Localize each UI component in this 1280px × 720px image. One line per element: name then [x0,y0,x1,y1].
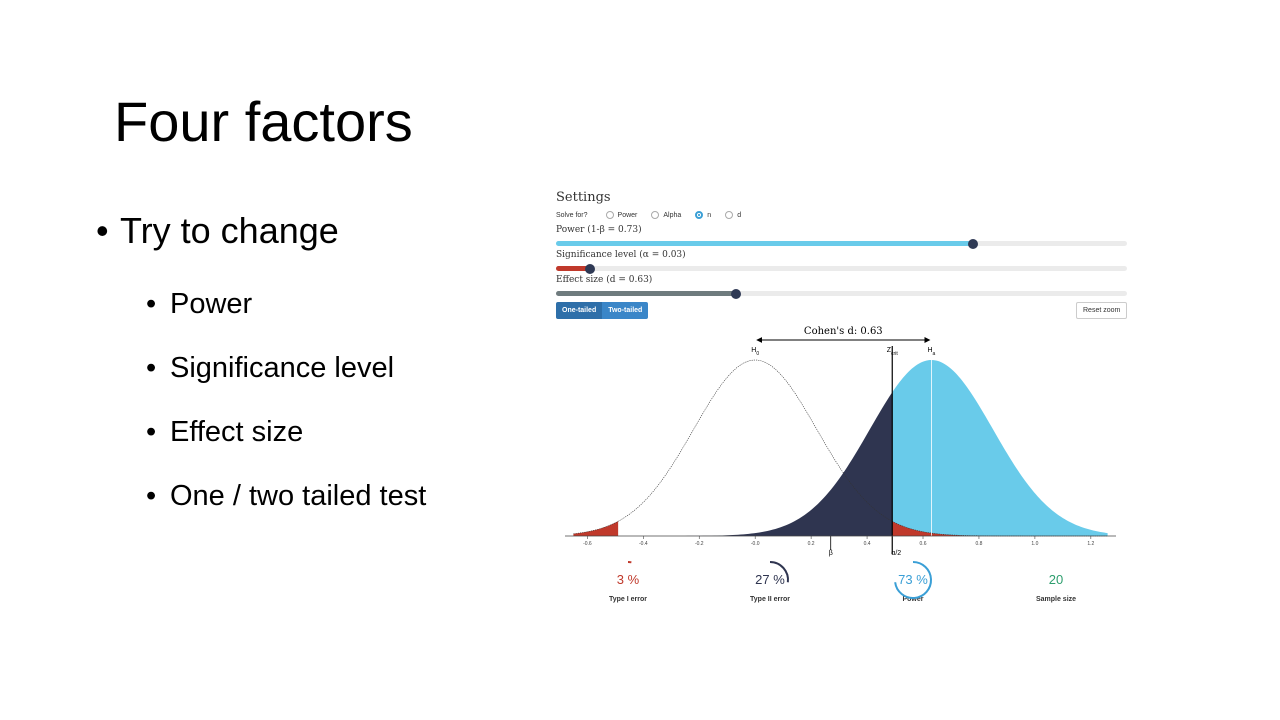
stat-sample-size: 20 Sample size [1011,568,1101,603]
power-stat-label: Power [902,596,924,603]
x-tick-label: -0.2 [695,541,704,547]
reset-zoom-button[interactable]: Reset zoom [1076,302,1128,319]
x-tick-label: 0.2 [808,541,815,547]
bullet-text: Effect size [170,416,304,448]
one-tailed-button[interactable]: One-tailed [556,302,603,319]
type-ii-label: Type II error [750,596,790,603]
bullet-main-text: Try to change [120,210,339,251]
bullet-text: Power [170,288,253,320]
radio-alpha[interactable]: Alpha [651,211,681,219]
sample-size-value: 20 [1048,572,1064,587]
type-i-value: 3 % [616,572,640,587]
x-tick-label: 1.2 [1087,541,1094,547]
power-slider-fill [556,241,973,246]
type-ii-value: 27 % [755,572,785,587]
alpha-half-label: α/2 [891,550,901,557]
stat-power: 73 % Power [868,568,958,603]
radio-label: Alpha [663,211,682,219]
ha-label: Ha [927,347,935,357]
cohens-d-annotation: Cohen's d: 0.63 [804,326,883,337]
power-area [892,360,1108,536]
x-tick-label: 1.0 [1031,541,1038,547]
x-tick-label: 0.6 [920,541,927,547]
tail-toggle: One-tailed Two-tailed [556,302,649,319]
bullet-power: • Power [146,288,252,321]
two-tailed-button[interactable]: Two-tailed [602,302,649,319]
sample-size-label: Sample size [1035,596,1077,603]
radio-d[interactable]: d [725,211,741,219]
radio-n[interactable]: n [695,211,711,219]
power-slider-handle[interactable] [967,238,978,249]
bullet-glyph: • [146,288,157,320]
radio-selected-icon [695,211,704,219]
x-tick-label: -0.6 [583,541,592,547]
power-value: 73 % [898,572,928,587]
bullet-glyph: • [146,416,157,448]
type-ii-area [573,392,893,536]
slide-title: Four factors [114,90,413,153]
stat-type-ii: 27 % Type II error [725,568,815,603]
power-calculator-panel: Settings Solve for? Power Alpha n d Powe… [553,188,1133,618]
x-tick-label: 0.8 [975,541,982,547]
bullet-effect-size: • Effect size [146,416,303,449]
power-slider[interactable] [556,238,1127,249]
solve-for-label: Solve for? [556,211,588,219]
alpha-slider-handle[interactable] [585,263,596,274]
alpha-slider-label: Significance level (α = 0.03) [556,250,686,260]
zcrit-label: Zcrit [887,347,899,357]
radio-circle-icon [725,211,734,219]
type-i-label: Type I error [609,596,647,603]
settings-title: Settings [556,190,611,205]
stat-type-i: 3 % Type I error [583,568,673,603]
bullet-text: Significance level [170,352,395,384]
power-slider-label: Power (1-β = 0.73) [556,225,642,235]
x-tick-label: -0.4 [639,541,648,547]
effect-slider[interactable] [556,288,1127,299]
bullet-significance: • Significance level [146,352,394,385]
bullet-tails: • One / two tailed test [146,480,426,513]
bullet-text: One / two tailed test [170,480,427,512]
alpha-left-area [573,521,619,536]
x-tick-label: 0.4 [864,541,871,547]
bullet-glyph: • [96,210,109,251]
alpha-slider[interactable] [556,263,1127,274]
radio-label: d [737,211,742,219]
alpha-right-area [892,521,1108,536]
effect-slider-label: Effect size (d = 0.63) [556,275,653,285]
radio-label: n [707,211,712,219]
radio-label: Power [617,211,638,219]
beta-label: β [829,550,833,557]
bullet-glyph: • [146,480,157,512]
radio-power[interactable]: Power [605,211,638,219]
h0-label: H0 [751,347,759,357]
radio-circle-icon [651,211,660,219]
bullet-glyph: • [146,352,157,384]
bullet-main: • Try to change [96,210,339,252]
x-tick-label: -0.0 [751,541,760,547]
effect-slider-fill [556,291,736,296]
effect-slider-handle[interactable] [730,288,741,299]
solve-for-row: Solve for? Power Alpha n d [556,211,755,219]
alpha-slider-fill [556,266,591,271]
radio-circle-icon [605,211,614,219]
distribution-chart: -0.6 -0.4 -0.2 -0.0 0.2 0.4 0.6 0.8 1.0 1.2 Cohen… [565,326,1116,557]
